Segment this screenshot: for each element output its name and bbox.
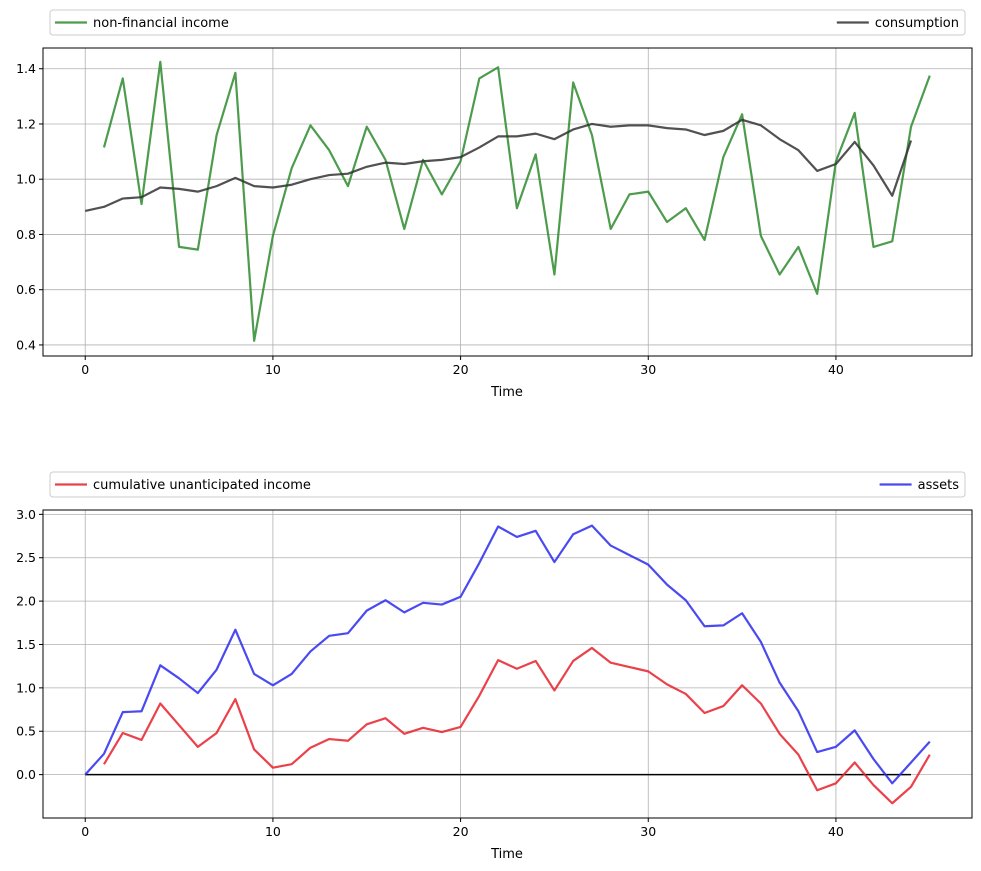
y-tick-label: 0.5 [16, 724, 36, 739]
x-tick-label: 40 [828, 362, 844, 377]
y-tick-label: 1.5 [16, 637, 36, 652]
x-tick-label: 10 [265, 362, 281, 377]
series-line-non-financial-income [102, 60, 931, 342]
y-tick-label: 1.2 [16, 116, 36, 131]
top-subplot: 0 10 20 30 40 0.4 0.6 0.8 1.0 1.2 1.4 Time non-finan… [16, 9, 973, 400]
legend-label: assets [918, 478, 960, 493]
plot-frame [42, 47, 973, 357]
x-axis-label: Time [490, 385, 523, 400]
x-tick-label: 30 [640, 362, 656, 377]
x-tick-label: 30 [640, 824, 656, 839]
y-tick-label: 0.8 [16, 227, 36, 242]
y-tick-label: 0.4 [16, 337, 36, 352]
x-tick-label: 0 [81, 824, 89, 839]
y-tick-label: 1.0 [16, 680, 36, 695]
legend-label: consumption [875, 16, 959, 31]
y-tick-label: 1.4 [16, 61, 36, 76]
legend-box [49, 9, 966, 36]
series-line-cumulative-unanticipated-income [103, 646, 931, 805]
x-tick-label: 10 [265, 824, 281, 839]
y-tick-label: 2.5 [16, 550, 36, 565]
legend-label: non-financial income [93, 16, 229, 31]
plot-frame [42, 509, 973, 819]
legend-label: cumulative unanticipated income [93, 478, 311, 493]
x-axis-label: Time [490, 847, 523, 862]
bottom-subplot: 0 10 20 30 40 0.0 0.5 1.0 1.5 2.0 2.5 3.0 Time cumula… [16, 471, 973, 862]
x-tick-label: 40 [828, 824, 844, 839]
y-tick-label: 1.0 [16, 172, 36, 187]
x-tick-label: 20 [453, 824, 469, 839]
series-line-consumption [84, 118, 913, 213]
y-tick-label: 0.0 [16, 767, 36, 782]
y-tick-label: 2.0 [16, 594, 36, 609]
legend-box [49, 471, 966, 498]
series-line-assets [84, 524, 931, 785]
x-tick-label: 20 [453, 362, 469, 377]
x-tick-label: 0 [81, 362, 89, 377]
y-tick-label: 3.0 [16, 507, 36, 522]
y-tick-label: 0.6 [16, 282, 36, 297]
